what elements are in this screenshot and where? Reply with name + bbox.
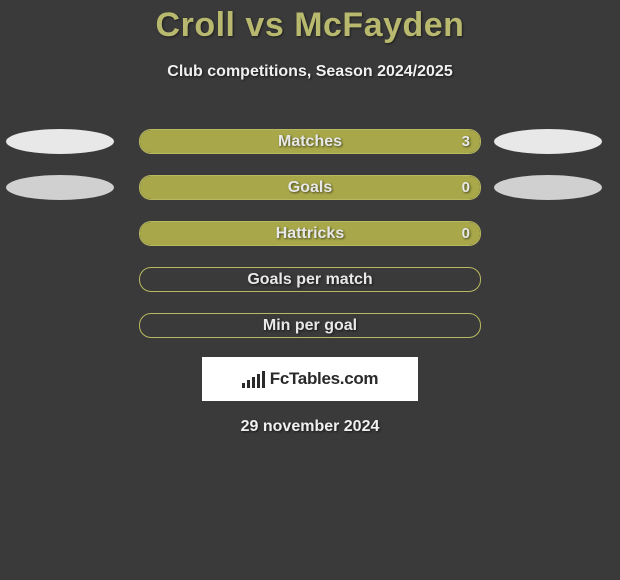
page-subtitle: Club competitions, Season 2024/2025 (167, 63, 452, 81)
stat-value: 0 (462, 179, 470, 196)
stat-value: 3 (462, 133, 470, 150)
logo-bar-icon (262, 371, 265, 388)
stat-row: Goals per match (0, 267, 620, 292)
stat-row: Matches 3 (0, 129, 620, 154)
comparison-infographic: Croll vs McFayden Club competitions, Sea… (0, 0, 620, 436)
stat-rows: Matches 3 Goals 0 Hattricks 0 Goals per match M… (0, 129, 620, 338)
stat-label: Min per goal (263, 317, 357, 335)
stat-value: 0 (462, 225, 470, 242)
date-label: 29 november 2024 (241, 418, 380, 436)
page-title: Croll vs McFayden (156, 6, 465, 45)
stat-bar: Matches 3 (139, 129, 481, 154)
logo-text: FcTables.com (270, 369, 379, 389)
left-ellipse-icon (6, 129, 114, 154)
stat-label: Hattricks (276, 225, 344, 243)
logo-chart-icon (242, 370, 266, 388)
stat-row: Min per goal (0, 313, 620, 338)
stat-bar: Goals 0 (139, 175, 481, 200)
stat-label: Goals (288, 179, 332, 197)
right-ellipse-icon (494, 175, 602, 200)
stat-bar: Min per goal (139, 313, 481, 338)
stat-row: Goals 0 (0, 175, 620, 200)
logo-bar-icon (257, 374, 260, 388)
stat-bar: Hattricks 0 (139, 221, 481, 246)
logo-bar-icon (252, 377, 255, 388)
left-ellipse-icon (6, 175, 114, 200)
right-ellipse-icon (494, 129, 602, 154)
logo-box: FcTables.com (202, 357, 418, 401)
logo-bar-icon (242, 383, 245, 388)
stat-label: Matches (278, 133, 342, 151)
stat-bar: Goals per match (139, 267, 481, 292)
stat-row: Hattricks 0 (0, 221, 620, 246)
stat-label: Goals per match (247, 271, 372, 289)
logo-bar-icon (247, 380, 250, 388)
